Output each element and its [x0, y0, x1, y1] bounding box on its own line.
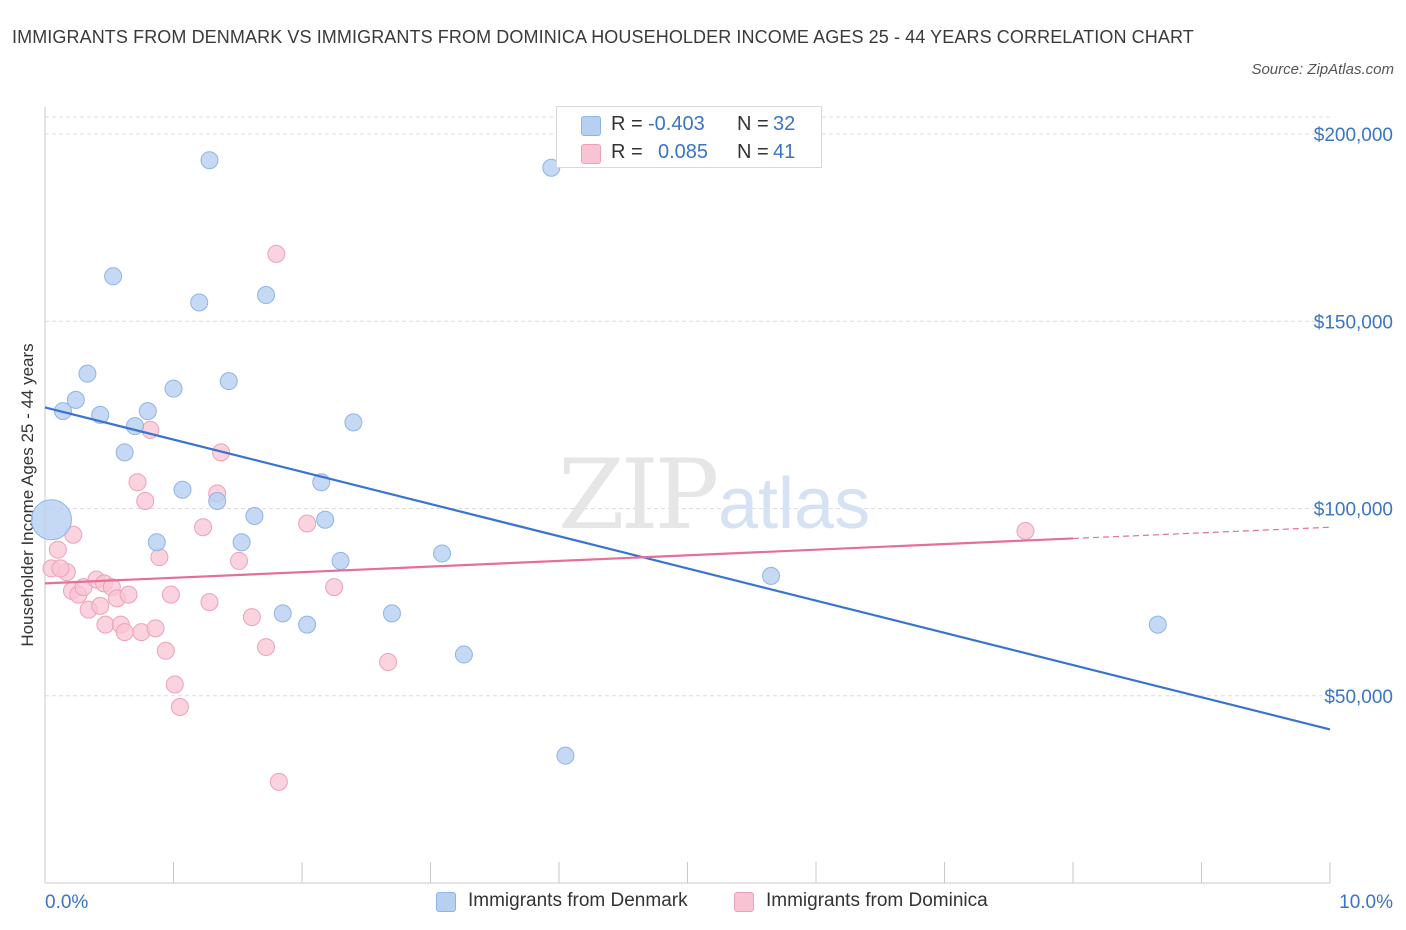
data-point-denmark — [147, 533, 166, 552]
watermark: ZIP atlas — [558, 439, 870, 551]
tick-labels: $50,000 $100,000 $150,000 $200,000 0.0% 10.0% — [45, 125, 1393, 913]
data-point-denmark — [78, 364, 97, 383]
data-point-dominica — [325, 578, 344, 597]
gridlines — [45, 116, 1330, 697]
source-label: Source: ZipAtlas.com — [1251, 61, 1394, 78]
data-point-denmark — [173, 480, 192, 499]
data-point-dominica — [379, 653, 398, 672]
data-point-dominica — [146, 619, 165, 638]
legend-r-label: R = — [611, 141, 643, 163]
legend-n-label: N = — [737, 141, 769, 163]
data-point-dominica — [128, 473, 147, 492]
data-point-dominica — [242, 608, 261, 627]
x-tick-label-min: 0.0% — [45, 892, 88, 913]
legend-n-value: 32 — [773, 113, 796, 135]
data-point-dominica — [298, 514, 317, 533]
data-point-dominica — [200, 593, 219, 612]
x-tick-label-max: 10.0% — [1339, 892, 1393, 913]
data-point-denmark — [164, 379, 183, 398]
data-point-denmark — [331, 551, 350, 570]
data-point-dominica — [150, 548, 169, 567]
data-point-dominica — [170, 697, 189, 716]
data-point-dominica — [267, 244, 286, 263]
y-tick-label: $150,000 — [1314, 312, 1393, 333]
data-point-denmark — [382, 604, 401, 623]
axes — [44, 107, 1331, 884]
chart-title: IMMIGRANTS FROM DENMARK VS IMMIGRANTS FR… — [12, 27, 1194, 47]
legend-swatch-denmark — [581, 116, 601, 136]
data-point-denmark — [1148, 615, 1167, 634]
data-point-dominica — [91, 596, 110, 615]
data-point-denmark — [762, 566, 781, 585]
data-point-denmark — [232, 533, 251, 552]
data-point-denmark — [138, 402, 157, 421]
trend-line-dominica — [44, 537, 1074, 585]
legend-swatch-dominica — [581, 144, 601, 164]
bottom-legend-label-dominica: Immigrants from Dominica — [766, 890, 988, 911]
data-point-denmark — [208, 492, 227, 511]
correlation-legend: R = -0.403 N = 32 R = 0.085 N = 41 — [556, 106, 822, 168]
legend-r-value: 0.085 — [658, 141, 709, 163]
data-point-denmark — [273, 604, 292, 623]
legend-r-value: -0.403 — [648, 113, 705, 135]
data-point-dominica — [48, 540, 67, 559]
data-point-dominica — [156, 641, 175, 660]
y-tick-label: $50,000 — [1324, 687, 1393, 708]
y-tick-label: $100,000 — [1314, 500, 1393, 521]
legend-r-label: R = — [611, 113, 643, 135]
data-point-dominica — [136, 492, 155, 511]
data-point-denmark — [433, 544, 452, 563]
data-point-denmark — [344, 413, 363, 432]
data-point-dominica — [194, 518, 213, 537]
trend-line-denmark — [44, 406, 1331, 731]
data-point-dominica — [230, 551, 249, 570]
trend-lines — [44, 406, 1331, 731]
bottom-legend-swatch-dominica — [734, 892, 754, 912]
data-point-denmark-large — [30, 499, 72, 541]
data-point-dominica — [269, 772, 288, 791]
series-dominica — [42, 244, 1035, 791]
data-point-dominica — [51, 559, 70, 578]
data-point-dominica — [96, 615, 115, 634]
data-point-denmark — [556, 746, 575, 765]
watermark-atlas: atlas — [718, 464, 870, 544]
y-tick-label: $200,000 — [1314, 125, 1393, 146]
legend-n-label: N = — [737, 113, 769, 135]
data-point-denmark — [454, 645, 473, 664]
data-point-denmark — [104, 267, 123, 286]
bottom-legend-label-denmark: Immigrants from Denmark — [468, 890, 688, 911]
data-point-dominica — [1016, 521, 1035, 540]
data-point-denmark — [257, 286, 276, 305]
legend-n-value: 41 — [773, 141, 796, 163]
trend-line-dominica-extrapolated — [1072, 526, 1331, 540]
data-point-denmark — [219, 372, 238, 391]
data-point-dominica — [257, 638, 276, 657]
data-point-dominica — [119, 585, 138, 604]
data-point-dominica — [115, 623, 134, 642]
data-point-dominica — [165, 675, 184, 694]
data-point-denmark — [115, 443, 134, 462]
data-point-denmark — [190, 293, 209, 312]
data-point-denmark — [66, 390, 85, 409]
data-point-denmark — [298, 615, 317, 634]
data-point-dominica — [161, 585, 180, 604]
data-point-denmark — [200, 151, 219, 170]
data-point-denmark — [316, 510, 335, 529]
data-point-denmark — [245, 506, 264, 525]
watermark-zip: ZIP — [558, 439, 717, 551]
bottom-legend-swatch-denmark — [436, 892, 456, 912]
